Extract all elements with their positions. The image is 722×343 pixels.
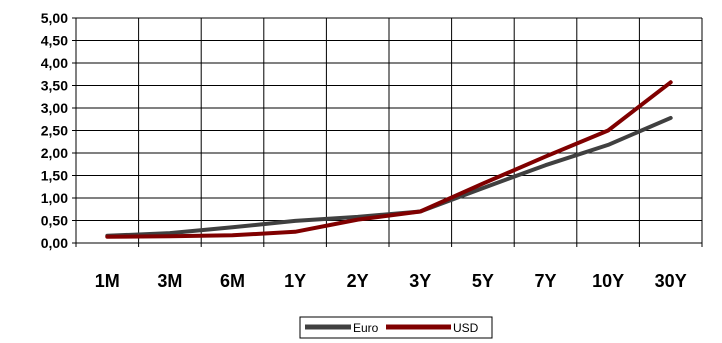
x-tick-label: 30Y [655, 271, 687, 291]
x-tick-label: 6M [220, 271, 245, 291]
x-tick-label: 1Y [284, 271, 306, 291]
y-tick-label: 2,50 [41, 123, 68, 139]
horizontal-gridlines [72, 17, 702, 244]
y-tick-label: 3,50 [41, 78, 68, 94]
axes [75, 18, 702, 244]
legend-label-euro: Euro [353, 321, 379, 335]
y-tick-labels: 0,00 0,50 1,00 1,50 2,00 2,50 3,00 3,50 4,00 4,50… [41, 10, 68, 251]
x-tick-label: 7Y [534, 271, 556, 291]
legend: Euro USD [299, 316, 493, 339]
legend-label-usd: USD [453, 321, 479, 335]
x-tick-label: 2Y [347, 271, 369, 291]
y-tick-label: 4,00 [41, 55, 68, 71]
y-tick-label: 4,50 [41, 33, 68, 49]
y-tick-label: 3,00 [41, 100, 68, 116]
x-tick-label: 5Y [472, 271, 494, 291]
series-line-usd [105, 80, 673, 239]
series-lines [105, 80, 673, 239]
x-tick-label: 1M [95, 271, 120, 291]
x-tick-label: 10Y [592, 271, 624, 291]
y-tick-label: 0,50 [41, 213, 68, 229]
y-tick-label: 1,50 [41, 168, 68, 184]
y-tick-label: 2,00 [41, 145, 68, 161]
y-tick-label: 5,00 [41, 10, 68, 26]
x-tick-label: 3Y [409, 271, 431, 291]
y-tick-label: 1,00 [41, 190, 68, 206]
x-tick-label: 3M [157, 271, 182, 291]
x-tick-labels: 1M 3M 6M 1Y 2Y 3Y 5Y 7Y 10Y 30Y [95, 271, 687, 291]
y-tick-label: 0,00 [41, 235, 68, 251]
